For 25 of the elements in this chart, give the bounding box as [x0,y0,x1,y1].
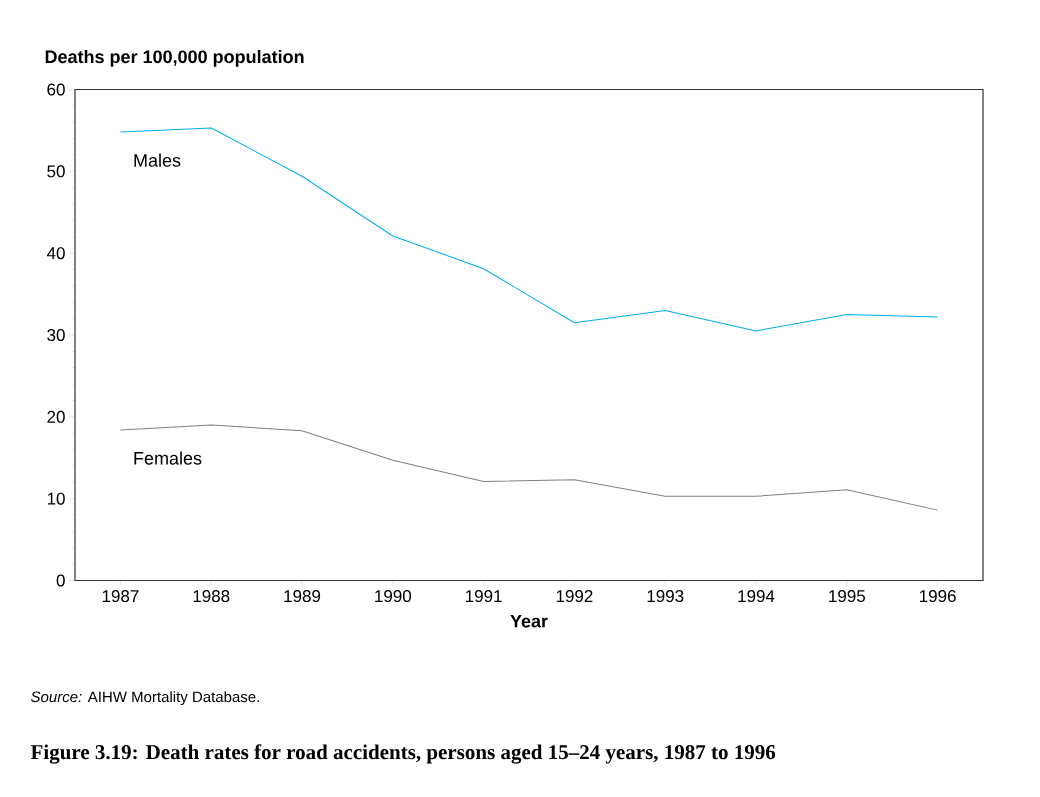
x-tick-label: 1992 [556,590,593,603]
x-tick-label: 1995 [829,590,865,603]
series-label: Males [134,153,181,167]
line-series [119,127,939,332]
y-tick-label: 30 [47,328,65,342]
x-tick-label: 1993 [647,590,684,603]
x-tick-label: 1996 [920,590,956,603]
y-axis-title: Deaths per 100,000 population [45,49,304,67]
text: Source: AIHW Mortality Database. [30,691,259,706]
y-tick-label: 50 [47,165,65,178]
y-tick-label: 60 [47,83,65,96]
x-tick-label: 1989 [284,590,321,603]
y-tick-label: 40 [46,247,65,260]
series-label: Females [134,451,202,465]
x-tick-label: 1990 [375,590,412,603]
x-axis-title: Year [510,614,548,628]
y-tick-label: 20 [47,410,65,423]
line-series [119,424,939,511]
x-tick-label: 1994 [738,590,775,603]
x-tick-label: 1988 [193,590,230,603]
text: Figure 3.19: Death rates for road accidents, persons aged 15–24 years, 1987 to 1996 [30,744,776,764]
y-tick-label: 10 [47,492,65,505]
y-tick-label: 0 [56,574,65,587]
x-tick-label: 1987 [102,590,139,603]
x-tick-label: 1991 [466,590,502,603]
